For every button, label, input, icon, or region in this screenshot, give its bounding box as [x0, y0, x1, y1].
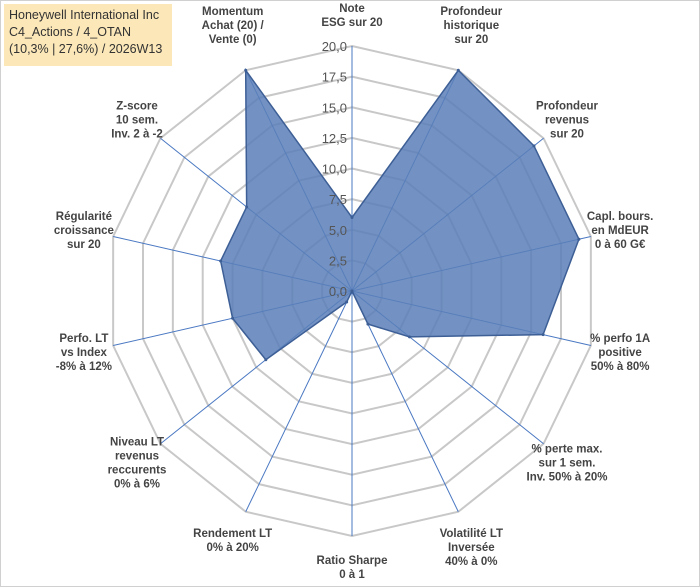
radar-axis-labels: Note ESG sur 20 Profondeur historique sur 20… [54, 3, 653, 581]
axis-label-3: Capl. bours. en MdEUR 0 à 60 G€ [587, 211, 653, 251]
axis-label-10: Perfo. LT vs Index -8% à 12% [56, 333, 112, 373]
data-point-11 [219, 259, 223, 263]
data-point-5 [407, 335, 411, 339]
data-point-4 [541, 333, 545, 337]
axis-label-8: Rendement LT 0% à 20% [193, 528, 272, 554]
axis-label-2: Profondeur revenus sur 20 [536, 101, 598, 141]
axis-label-9: Niveau LT revenus reccurents 0% à 6% [108, 436, 167, 490]
data-point-6 [366, 322, 370, 326]
data-point-8 [345, 300, 349, 304]
axis-label-12: Z-score 10 sem. Inv. 2 à -2 [111, 101, 163, 141]
axis-label-11: Régularité croissance sur 20 [54, 211, 114, 251]
radar-series [219, 67, 581, 362]
title-category: C4_Actions / 4_OTAN [9, 25, 132, 39]
data-point-13 [244, 68, 248, 72]
series-area [219, 67, 580, 361]
tick-label-8: 20,0 [322, 39, 347, 54]
axis-label-5: % perte max. sur 1 sem. Inv. 50% à 20% [527, 443, 608, 483]
chart-title-box: Honeywell International Inc C4_Actions /… [4, 4, 172, 66]
axis-label-7: Ratio Sharpe 0 à 1 [317, 555, 388, 581]
data-point-9 [264, 358, 268, 362]
tick-label-5: 12,5 [322, 131, 347, 146]
title-company: Honeywell International Inc [9, 8, 160, 22]
title-period: (10,3% | 27,6%) / 2026W13 [9, 42, 163, 56]
data-point-2 [532, 144, 536, 148]
axis-label-4: % perfo 1A positive 50% à 80% [590, 333, 650, 373]
data-point-1 [456, 68, 460, 72]
spoke-8 [245, 290, 353, 512]
axis-label-13: Momentum Achat (20) / Vente (0) [202, 6, 265, 46]
data-point-0 [350, 216, 354, 219]
data-point-10 [231, 316, 235, 320]
tick-label-6: 15,0 [322, 100, 347, 115]
axis-label-1: Profondeur historique sur 20 [440, 6, 502, 46]
spoke-6 [351, 290, 459, 512]
data-point-7 [350, 289, 354, 293]
data-point-12 [245, 205, 249, 209]
radar-tick-labels: 0,0 2,5 5,0 7,5 10,0 12,5 15,0 17,5 20,0 [322, 39, 347, 299]
tick-label-0: 0,0 [329, 284, 347, 299]
tick-label-3: 7,5 [329, 192, 347, 207]
data-point-3 [577, 237, 581, 241]
axis-label-6: Volatilité LT Inversée 40% à 0% [440, 528, 503, 568]
tick-label-4: 10,0 [322, 162, 347, 177]
tick-label-2: 5,0 [329, 223, 347, 238]
tick-label-1: 2,5 [329, 253, 347, 268]
tick-label-7: 17,5 [322, 70, 347, 85]
axis-label-0: Note ESG sur 20 [321, 3, 382, 29]
